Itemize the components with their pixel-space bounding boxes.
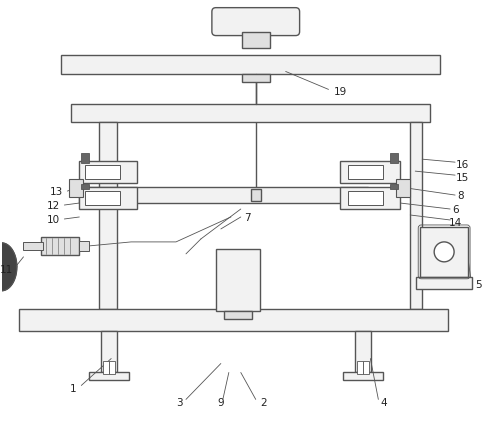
Bar: [251, 190, 261, 201]
Text: 2: 2: [261, 397, 267, 407]
Bar: [99, 123, 117, 309]
Text: 16: 16: [455, 160, 468, 170]
Text: 3: 3: [176, 397, 182, 407]
Circle shape: [434, 242, 454, 262]
Bar: [216, 249, 260, 311]
Bar: [19, 309, 448, 331]
Bar: [242, 75, 270, 83]
Bar: [348, 166, 383, 180]
Bar: [420, 227, 468, 277]
Bar: [340, 162, 400, 184]
Bar: [103, 361, 109, 374]
Bar: [41, 237, 79, 255]
Bar: [101, 331, 117, 373]
Text: 9: 9: [218, 397, 224, 407]
Bar: [416, 277, 472, 289]
Text: 1: 1: [70, 383, 76, 394]
Bar: [356, 331, 372, 373]
Text: 10: 10: [47, 214, 60, 225]
Bar: [69, 180, 83, 198]
Bar: [390, 154, 398, 164]
Text: 4: 4: [380, 397, 387, 407]
Bar: [89, 373, 129, 380]
Bar: [81, 154, 89, 164]
Text: 15: 15: [455, 173, 468, 183]
Bar: [23, 242, 43, 250]
Text: 8: 8: [457, 190, 464, 201]
Bar: [390, 184, 398, 190]
Text: 6: 6: [452, 204, 458, 215]
Bar: [224, 311, 252, 319]
Text: 19: 19: [334, 87, 347, 97]
Bar: [85, 192, 120, 205]
Bar: [396, 180, 410, 198]
Text: 5: 5: [475, 279, 481, 289]
Bar: [85, 166, 120, 180]
Bar: [81, 184, 89, 190]
Bar: [79, 187, 137, 210]
FancyBboxPatch shape: [212, 9, 300, 37]
Bar: [340, 187, 400, 210]
Bar: [357, 361, 363, 374]
Text: 12: 12: [47, 201, 60, 210]
Bar: [410, 123, 422, 309]
Bar: [71, 105, 430, 123]
Bar: [79, 187, 368, 204]
Bar: [343, 373, 383, 380]
Text: 7: 7: [244, 213, 251, 222]
Text: 11: 11: [0, 264, 13, 274]
Polygon shape: [0, 243, 17, 291]
Text: 14: 14: [449, 217, 462, 227]
Bar: [109, 361, 115, 374]
Bar: [242, 32, 270, 49]
Bar: [79, 242, 89, 251]
Bar: [363, 361, 369, 374]
Bar: [79, 162, 137, 184]
Bar: [61, 55, 440, 75]
Bar: [348, 192, 383, 205]
Text: 13: 13: [50, 187, 63, 197]
